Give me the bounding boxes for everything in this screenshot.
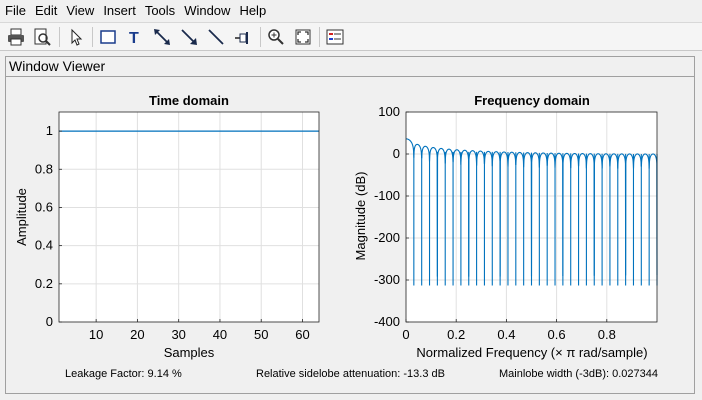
toolbar: T — [0, 22, 702, 51]
print-preview-icon[interactable] — [31, 26, 53, 48]
frequency-domain-title: Frequency domain — [474, 93, 590, 108]
menu-view[interactable]: View — [66, 3, 95, 18]
menu-tools[interactable]: Tools — [144, 3, 176, 18]
mainlobe-width-text: Mainlobe width (-3dB): 0.027344 — [499, 368, 658, 380]
freq-ytick-label: 0 — [393, 146, 400, 161]
pin-icon[interactable] — [232, 26, 254, 48]
freq-xtick-label: 0.8 — [598, 327, 616, 342]
freq-ytick-label: -400 — [374, 314, 400, 329]
time-ytick-label: 0.4 — [35, 238, 53, 253]
line-icon[interactable] — [205, 26, 227, 48]
sidelobe-attenuation-text: Relative sidelobe attenuation: -13.3 dB — [256, 368, 445, 380]
time-xtick-label: 10 — [89, 327, 103, 342]
legend-icon[interactable] — [324, 26, 346, 48]
time-xtick-label: 20 — [130, 327, 144, 342]
time-xtick-label: 50 — [254, 327, 268, 342]
menu-bar: File Edit View Insert Tools Window Help — [0, 0, 702, 22]
time-xtick-label: 30 — [171, 327, 185, 342]
menu-file[interactable]: File — [5, 3, 26, 18]
panel-title: Window Viewer — [9, 58, 106, 74]
freq-xtick-label: 0.6 — [548, 327, 566, 342]
menu-help[interactable]: Help — [239, 3, 267, 18]
time-domain-title: Time domain — [149, 93, 229, 108]
freq-ytick-label: -300 — [374, 272, 400, 287]
menu-insert[interactable]: Insert — [103, 3, 136, 18]
arrow-icon[interactable] — [178, 26, 200, 48]
leakage-factor-text: Leakage Factor: 9.14 % — [65, 368, 182, 380]
time-ytick-label: 0.2 — [35, 276, 53, 291]
pointer-icon[interactable] — [65, 26, 87, 48]
freq-ytick-label: 100 — [378, 104, 400, 119]
time-domain-xlabel: Samples — [164, 345, 215, 360]
time-xtick-label: 40 — [213, 327, 227, 342]
zoom-in-icon[interactable] — [265, 26, 287, 48]
menu-edit[interactable]: Edit — [34, 3, 58, 18]
rectangle-icon[interactable] — [97, 26, 119, 48]
time-ytick-label: 0.6 — [35, 199, 53, 214]
freq-xtick-label: 0.2 — [447, 327, 465, 342]
freq-xtick-label: 0 — [402, 327, 409, 342]
freq-ytick-label: -100 — [374, 188, 400, 203]
frequency-domain-xlabel: Normalized Frequency (× π rad/sample) — [416, 345, 647, 360]
time-ytick-label: 0.8 — [35, 161, 53, 176]
double-arrow-icon[interactable] — [151, 26, 173, 48]
fit-icon[interactable] — [292, 26, 314, 48]
freq-ytick-label: -200 — [374, 230, 400, 245]
frequency-domain-plot[interactable]: 0 0.2 0.4 0.6 0.8 100 0 -100 -200 -300 -400 Frequ… — [353, 93, 658, 360]
menu-window[interactable]: Window — [184, 3, 231, 18]
text-icon[interactable]: T — [124, 26, 146, 48]
freq-xtick-label: 0.4 — [497, 327, 515, 342]
time-xtick-label: 60 — [295, 327, 309, 342]
svg-text:T: T — [129, 30, 139, 46]
print-icon[interactable] — [5, 26, 27, 48]
time-domain-ylabel: Amplitude — [14, 188, 29, 246]
frequency-domain-ylabel: Magnitude (dB) — [353, 172, 368, 261]
time-ytick-label: 1 — [46, 123, 53, 138]
time-domain-plot[interactable]: 10 20 30 40 50 60 00.20.40.60.81 Time domain … — [14, 93, 320, 360]
time-ytick-label: 0 — [46, 314, 53, 329]
